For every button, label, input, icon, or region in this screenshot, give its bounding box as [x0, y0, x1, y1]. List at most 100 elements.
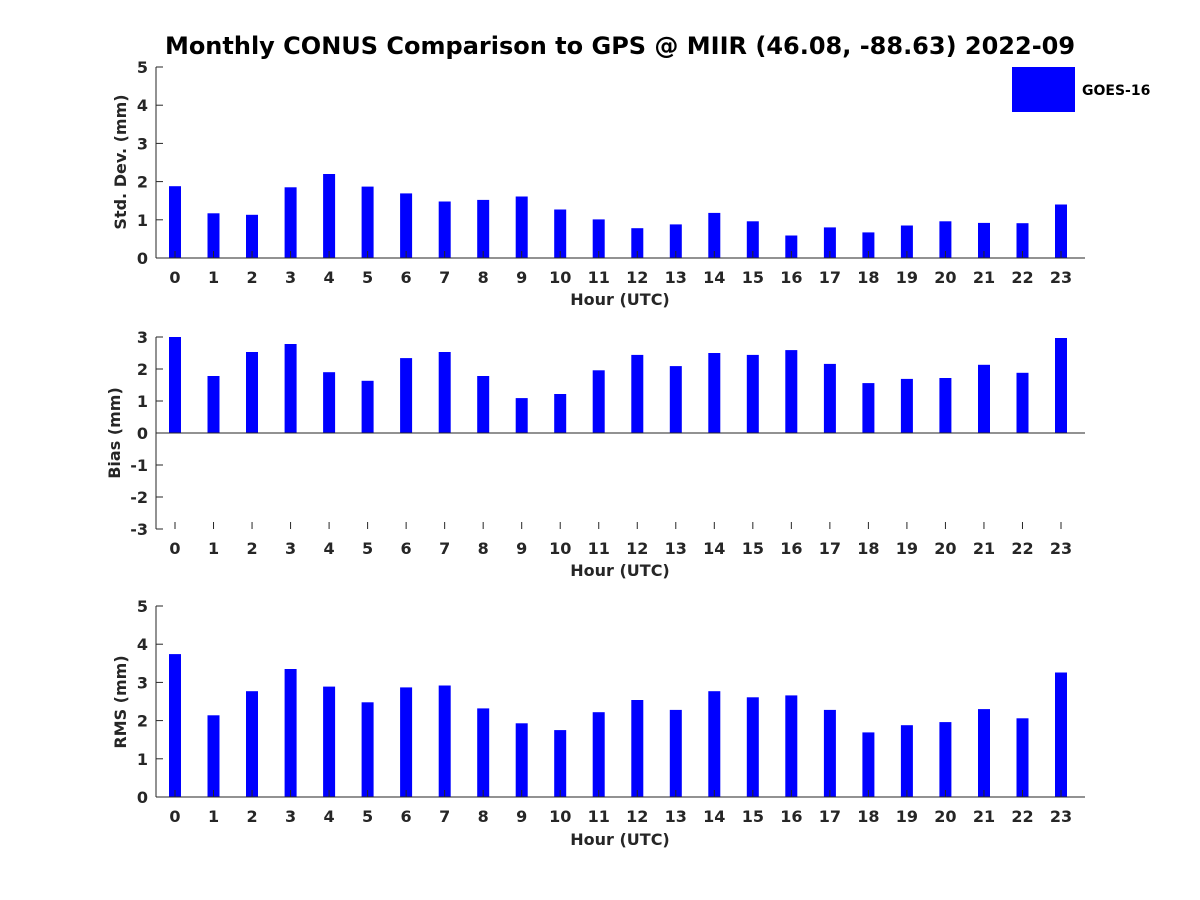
bias-bar-hour-0 — [169, 337, 181, 433]
rms-xtick-label: 22 — [1011, 807, 1033, 826]
std-dev-xtick-label: 12 — [626, 268, 648, 287]
std-dev-bar-hour-4 — [323, 174, 336, 258]
std-dev-xtick-label: 17 — [819, 268, 841, 287]
rms-xtick-label: 7 — [439, 807, 450, 826]
std-dev-xtick-label: 19 — [896, 268, 918, 287]
rms-bar-hour-5 — [361, 702, 374, 797]
rms-bar-hour-21 — [978, 709, 990, 797]
bias-xtick-label: 17 — [819, 539, 841, 558]
rms-bar-hour-14 — [708, 691, 721, 797]
bias-bar-hour-23 — [1055, 338, 1067, 433]
bias-xtick-label: 18 — [857, 539, 879, 558]
rms-xtick-label: 17 — [819, 807, 841, 826]
bias-bar-hour-20 — [939, 378, 952, 433]
rms-ytick-label: 4 — [137, 635, 148, 654]
rms-bar-hour-6 — [400, 687, 413, 797]
std-dev-ytick-label: 0 — [137, 249, 148, 268]
legend-swatch — [1012, 67, 1075, 112]
bias-xtick-label: 19 — [896, 539, 918, 558]
std-dev-bar-hour-17 — [823, 227, 836, 258]
rms-bar-hour-11 — [592, 712, 605, 797]
rms-xtick-label: 18 — [857, 807, 879, 826]
std-dev-bar-hour-9 — [515, 196, 528, 258]
std-dev-xtick-label: 22 — [1011, 268, 1033, 287]
std-dev-bar-hour-14 — [708, 212, 721, 258]
rms-xtick-label: 21 — [973, 807, 995, 826]
bias-bar-hour-1 — [207, 376, 220, 433]
rms-xtick-label: 5 — [362, 807, 373, 826]
bias-bar-hour-15 — [746, 354, 759, 433]
rms-xtick-label: 4 — [324, 807, 335, 826]
bias-xtick-label: 23 — [1050, 539, 1072, 558]
std-dev-bar-hour-7 — [438, 201, 451, 258]
rms-xtick-label: 1 — [208, 807, 219, 826]
std-dev-bar-hour-15 — [746, 221, 759, 258]
rms-xtick-label: 23 — [1050, 807, 1072, 826]
bias-xtick-label: 16 — [780, 539, 802, 558]
std-dev-bars — [169, 174, 1067, 258]
rms-xtick-label: 11 — [588, 807, 610, 826]
bias-xtick-label: 15 — [742, 539, 764, 558]
rms-xtick-label: 6 — [401, 807, 412, 826]
bias-xtick-label: 0 — [169, 539, 180, 558]
std-dev-ylabel: Std. Dev. (mm) — [111, 94, 130, 229]
rms-xtick-label: 2 — [246, 807, 257, 826]
bias-xtick-label: 8 — [478, 539, 489, 558]
std-dev-xtick-label: 8 — [478, 268, 489, 287]
rms-bar-hour-8 — [477, 708, 490, 797]
bias-xtick-label: 5 — [362, 539, 373, 558]
rms-ytick-label: 5 — [137, 597, 148, 616]
std-dev-xtick-label: 6 — [401, 268, 412, 287]
std-dev-xtick-label: 15 — [742, 268, 764, 287]
rms-xtick-label: 8 — [478, 807, 489, 826]
bias-bar-hour-6 — [400, 358, 413, 433]
std-dev-ytick-label: 1 — [137, 211, 148, 230]
rms-ytick-label: 3 — [137, 673, 148, 692]
std-dev-xtick-label: 20 — [934, 268, 956, 287]
bias-bar-hour-4 — [323, 372, 336, 433]
bias-bar-hour-7 — [438, 352, 451, 433]
std-dev-xtick-label: 1 — [208, 268, 219, 287]
std-dev-bar-hour-19 — [900, 225, 913, 258]
std-dev-bar-hour-6 — [400, 193, 413, 258]
rms-ytick-label: 2 — [137, 712, 148, 731]
bias-ytick-label: 0 — [137, 424, 148, 443]
rms-bar-hour-0 — [169, 654, 181, 797]
rms-bar-hour-13 — [669, 709, 682, 797]
rms-xtick-label: 3 — [285, 807, 296, 826]
rms-xlabel: Hour (UTC) — [570, 830, 670, 849]
std-dev-bar-hour-5 — [361, 186, 374, 258]
std-dev-ytick-label: 3 — [137, 134, 148, 153]
std-dev-xlabel: Hour (UTC) — [570, 290, 670, 309]
bias-xtick-label: 10 — [549, 539, 571, 558]
bias-bar-hour-18 — [862, 383, 875, 433]
bias-xtick-label: 14 — [703, 539, 725, 558]
bias-xtick-label: 22 — [1011, 539, 1033, 558]
rms-bar-hour-20 — [939, 722, 952, 797]
std-dev-bar-hour-11 — [592, 219, 605, 258]
std-dev-ytick-label: 5 — [137, 58, 148, 77]
rms-xtick-label: 9 — [516, 807, 527, 826]
rms-bar-hour-18 — [862, 732, 875, 797]
rms-bar-hour-12 — [631, 700, 644, 797]
bias-bar-hour-14 — [708, 353, 721, 433]
rms-xtick-label: 13 — [665, 807, 687, 826]
bias-ytick-label: 1 — [137, 392, 148, 411]
std-dev-bar-hour-10 — [554, 209, 567, 258]
rms-bar-hour-2 — [246, 691, 258, 797]
std-dev-xtick-label: 9 — [516, 268, 527, 287]
std-dev-bar-hour-20 — [939, 221, 952, 258]
std-dev-xtick-label: 10 — [549, 268, 571, 287]
bias-ytick-label: -2 — [130, 488, 148, 507]
bias-xtick-label: 6 — [401, 539, 412, 558]
bias-xtick-label: 4 — [324, 539, 335, 558]
rms-ytick-label: 0 — [137, 788, 148, 807]
std-dev-bar-hour-0 — [169, 186, 181, 258]
legend: GOES-16 — [1012, 67, 1150, 112]
std-dev-xtick-label: 7 — [439, 268, 450, 287]
std-dev-xtick-label: 3 — [285, 268, 296, 287]
rms-bar-hour-15 — [746, 697, 759, 797]
rms-xtick-label: 16 — [780, 807, 802, 826]
